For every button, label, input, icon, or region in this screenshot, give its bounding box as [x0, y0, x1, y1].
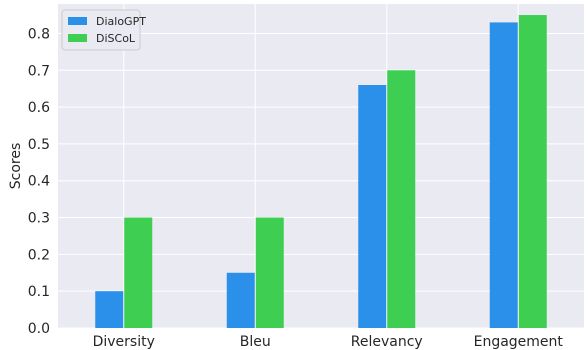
y-axis-label: Scores — [8, 143, 24, 190]
y-tick-label: 0.7 — [28, 63, 50, 79]
x-tick-labels: Diversity Bleu Relevancy Engagement — [93, 334, 564, 350]
bar-discol-engagement — [518, 15, 547, 329]
legend-swatch-discol — [68, 34, 87, 42]
x-tick-label: Engagement — [474, 334, 564, 350]
bar-discol-bleu — [255, 217, 284, 328]
y-tick-label: 0.4 — [28, 174, 50, 190]
y-tick-label: 0.8 — [28, 26, 50, 42]
legend-label-dialogpt: DialoGPT — [96, 15, 146, 28]
y-tick-label: 0.5 — [28, 137, 50, 153]
bar-dialogpt-engagement — [489, 22, 518, 329]
bar-dialogpt-bleu — [226, 272, 255, 328]
bars — [95, 15, 547, 329]
legend-swatch-dialogpt — [68, 17, 87, 25]
y-tick-label: 0.1 — [28, 284, 50, 300]
legend-label-discol: DiSCoL — [96, 32, 136, 45]
y-tick-label: 0.6 — [28, 100, 50, 116]
x-tick-label: Diversity — [93, 334, 155, 350]
bar-dialogpt-diversity — [95, 291, 124, 328]
x-tick-label: Relevancy — [351, 334, 423, 350]
x-tick-label: Bleu — [240, 334, 271, 350]
y-tick-labels: 0.0 0.1 0.2 0.3 0.4 0.5 0.6 0.7 0.8 — [28, 26, 50, 337]
bar-discol-relevancy — [387, 70, 416, 328]
y-tick-label: 0.0 — [28, 321, 50, 337]
y-tick-label: 0.2 — [28, 247, 50, 263]
legend: DialoGPT DiSCoL — [61, 9, 146, 51]
bar-dialogpt-relevancy — [358, 85, 387, 328]
y-tick-label: 0.3 — [28, 211, 50, 227]
bar-discol-diversity — [124, 217, 153, 328]
